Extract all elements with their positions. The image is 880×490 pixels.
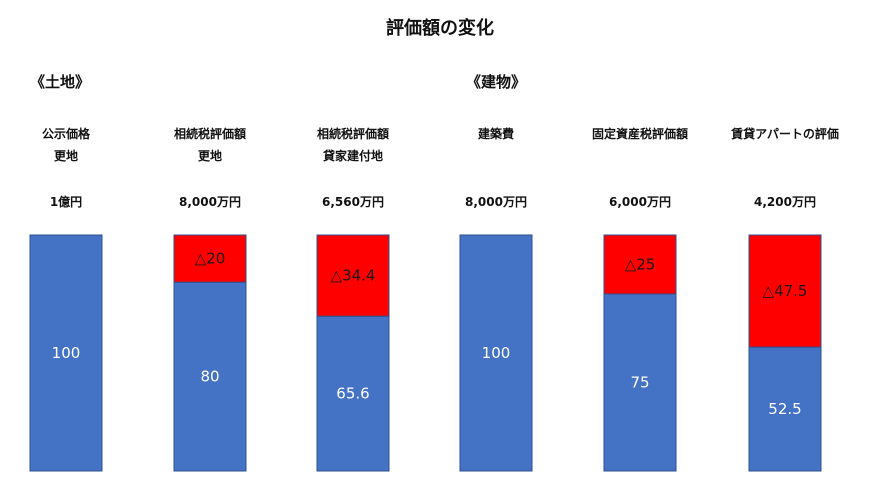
- column-label: 固定資産税評価額: [560, 123, 720, 145]
- bar-reduction-label: △25: [625, 256, 656, 274]
- column-label-line1: 固定資産税評価額: [591, 127, 688, 141]
- bar-value: [459, 234, 533, 472]
- column-label-line2: 更地: [53, 149, 78, 163]
- column-label: 公示価格 更地: [0, 123, 146, 167]
- bar-reduction: [748, 234, 822, 348]
- chart-title: 評価額の変化: [386, 18, 494, 39]
- bar-reduction: [316, 234, 390, 317]
- bar-reduction-label: △47.5: [763, 282, 808, 300]
- column-amount: 1億円: [49, 195, 83, 209]
- section-label-land: 《土地》: [30, 73, 91, 91]
- column-label: 相続税評価額 貸家建付地: [273, 123, 433, 167]
- column-label: 賃貸アパートの評価: [705, 123, 865, 145]
- bar-reduction-label: △34.4: [331, 267, 376, 285]
- bar-value-label: 100: [482, 344, 511, 362]
- column-label-line1: 相続税評価額: [316, 127, 389, 141]
- bar-reduction: [603, 234, 677, 295]
- bar-reduction-label: △20: [195, 250, 226, 268]
- column-amount: 4,200万円: [754, 195, 816, 209]
- column-label: 建築費: [416, 123, 576, 145]
- bar-value: [29, 234, 103, 472]
- column-label-line2: 貸家建付地: [322, 149, 383, 163]
- bar-value: [173, 281, 247, 472]
- column-label-line2: 更地: [197, 149, 222, 163]
- column-amount: 6,000万円: [609, 195, 671, 209]
- column-amount: 8,000万円: [179, 195, 241, 209]
- column-label-line1: 公示価格: [41, 127, 90, 141]
- column-label-line1: 相続税評価額: [173, 127, 246, 141]
- column-label-line1: 建築費: [477, 127, 514, 141]
- column-amount: 6,560万円: [322, 195, 384, 209]
- column-label-line1: 賃貸アパートの評価: [731, 127, 839, 141]
- column-label: 相続税評価額 更地: [130, 123, 290, 167]
- bar-reduction: [173, 234, 247, 283]
- column-amount: 8,000万円: [465, 195, 527, 209]
- bar-value: [603, 293, 677, 472]
- bar-value-label: 65.6: [336, 385, 369, 403]
- bar-value: [748, 346, 822, 472]
- bar-value-label: 52.5: [768, 400, 801, 418]
- section-label-building: 《建物》: [466, 73, 527, 91]
- bar-value-label: 75: [630, 374, 649, 392]
- bar-value-label: 80: [200, 368, 219, 386]
- bar-value-label: 100: [52, 344, 81, 362]
